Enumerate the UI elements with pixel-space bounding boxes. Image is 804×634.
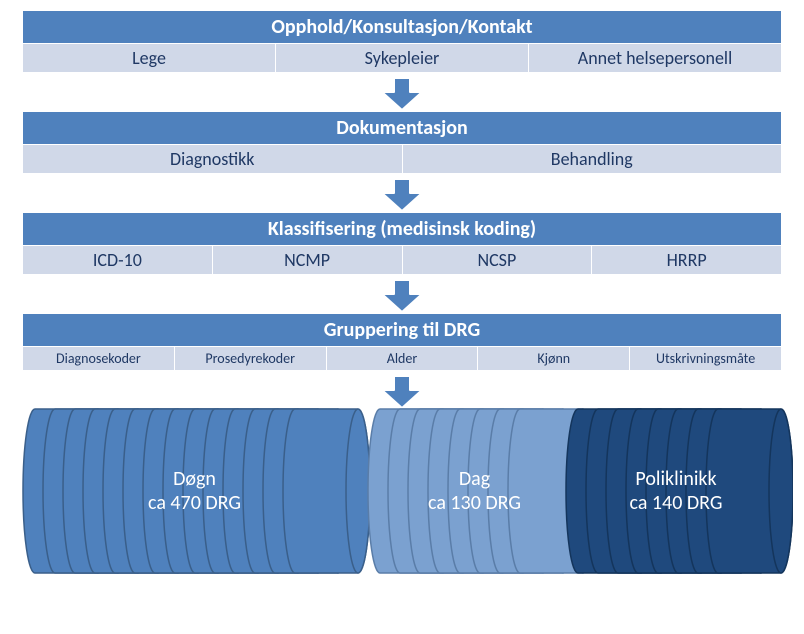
arrow-down-icon: [22, 178, 782, 212]
arrow-down-icon: [22, 375, 782, 409]
section-item: NCSP: [403, 246, 593, 274]
section-item: Utskrivningsmåte: [630, 347, 781, 370]
cylinder-label-line1: Poliklinikk: [565, 467, 787, 491]
section-header: Klassifisering (medisinsk koding): [22, 212, 782, 246]
section-items: ICD-10NCMPNCSPHRRP: [22, 246, 782, 275]
section-1: DokumentasjonDiagnostikkBehandling: [22, 111, 782, 174]
cylinder-group-0: Døgnca 470 DRG: [22, 407, 367, 575]
cylinder-label-line1: Døgn: [22, 467, 367, 491]
section-item: Sykepleier: [276, 44, 529, 72]
arrow-down-icon: [22, 77, 782, 111]
section-item: Diagnostikk: [23, 145, 403, 173]
section-item: Kjønn: [478, 347, 630, 370]
section-header: Dokumentasjon: [22, 111, 782, 145]
section-item: Diagnosekoder: [23, 347, 175, 370]
cylinder-label: Døgnca 470 DRG: [22, 467, 367, 515]
section-items: LegeSykepleierAnnet helsepersonell: [22, 44, 782, 73]
section-item: Annet helsepersonell: [529, 44, 781, 72]
cylinder-label-line2: ca 470 DRG: [22, 491, 367, 515]
cylinder-label-line2: ca 140 DRG: [565, 491, 787, 515]
section-item: Alder: [327, 347, 479, 370]
section-items: DiagnosekoderProsedyrekoderAlderKjønnUts…: [22, 347, 782, 371]
cylinder-group-2: Poliklinikkca 140 DRG: [565, 407, 787, 575]
section-item: ICD-10: [23, 246, 213, 274]
section-2: Klassifisering (medisinsk koding)ICD-10N…: [22, 212, 782, 275]
section-item: Behandling: [403, 145, 782, 173]
section-item: Lege: [23, 44, 276, 72]
arrow-down-icon: [22, 279, 782, 313]
cylinder-label-line1: Dag: [367, 467, 582, 491]
cylinder-group-1: Dagca 130 DRG: [367, 407, 582, 575]
section-0: Opphold/Konsultasjon/KontaktLegeSykeplei…: [22, 10, 782, 73]
cylinder-label-line2: ca 130 DRG: [367, 491, 582, 515]
cylinder-label: Dagca 130 DRG: [367, 467, 582, 515]
section-header: Opphold/Konsultasjon/Kontakt: [22, 10, 782, 44]
cylinder-label: Poliklinikkca 140 DRG: [565, 467, 787, 515]
section-header: Gruppering til DRG: [22, 313, 782, 347]
section-item: NCMP: [213, 246, 403, 274]
section-3: Gruppering til DRGDiagnosekoderProsedyre…: [22, 313, 782, 371]
section-item: Prosedyrekoder: [175, 347, 327, 370]
cylinder-area: Døgnca 470 DRGDagca 130 DRGPoliklinikkca…: [22, 407, 782, 582]
section-items: DiagnostikkBehandling: [22, 145, 782, 174]
section-item: HRRP: [592, 246, 781, 274]
